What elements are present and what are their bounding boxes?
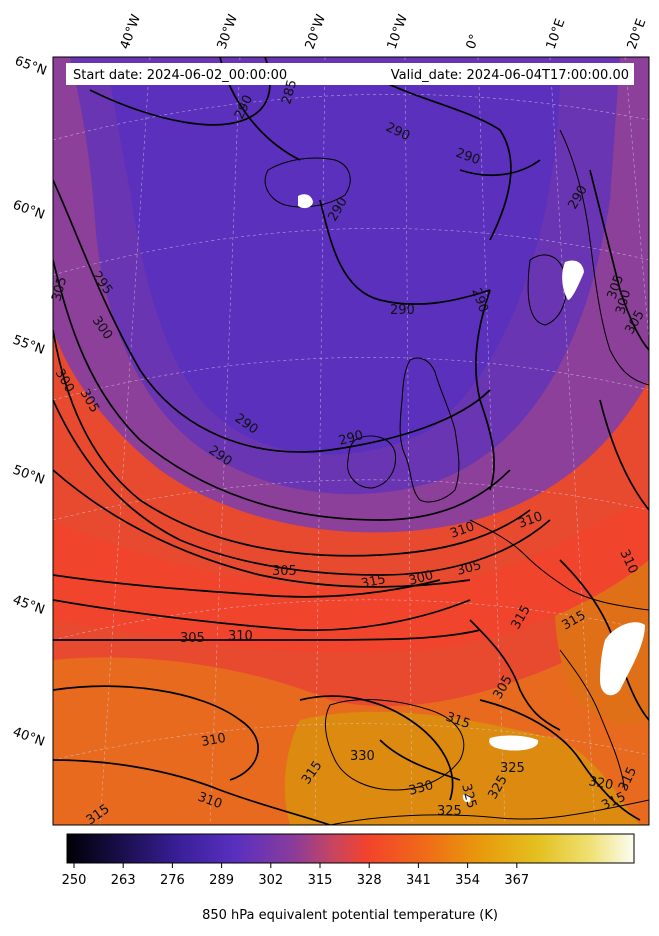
- contour-label: 300: [613, 288, 634, 316]
- contour-label: 310: [200, 731, 227, 750]
- contour-label: 325: [437, 804, 462, 819]
- contour-label: 290: [337, 428, 365, 449]
- colorbar-tick-label: 341: [406, 873, 431, 888]
- colorbar-tick-label: 263: [111, 873, 136, 888]
- map-frame: [52, 56, 650, 826]
- contour-label: 305: [180, 631, 205, 646]
- longitude-labels: 40°W 30°W 20°W 10°W 0° 10°E 20°E: [118, 12, 650, 51]
- theta-region-gold: [284, 711, 640, 825]
- lat-label: 45°N: [11, 593, 47, 618]
- contour-label: 305: [272, 564, 297, 579]
- lon-label: 30°W: [215, 12, 241, 51]
- colorbar-label: 850 hPa equivalent potential temperature…: [202, 908, 498, 923]
- colorbar-tick-label: 367: [504, 873, 529, 888]
- contour-label: 310: [228, 629, 253, 644]
- colorbar-tick-label: 354: [455, 873, 480, 888]
- lon-label: 20°W: [303, 12, 329, 51]
- lat-label: 55°N: [11, 333, 47, 358]
- colorbar-tick-label: 302: [258, 873, 283, 888]
- lat-label: 40°N: [11, 725, 47, 750]
- colorbar-tick-label: 289: [209, 873, 234, 888]
- valid-date-label: Valid_date: 2024-06-04T17:00:00.00: [391, 68, 629, 83]
- colorbar-gradient: [66, 833, 635, 864]
- masked-terrain-patches: [298, 194, 645, 803]
- contour-label: 325: [458, 782, 479, 810]
- header-strip: [66, 63, 634, 85]
- lat-label: 50°N: [11, 463, 47, 488]
- contour-label: 330: [407, 778, 435, 799]
- contour-label: 315: [360, 572, 387, 592]
- lon-label: 0°: [464, 32, 483, 51]
- contour-label: 320: [587, 774, 614, 793]
- colorbar-ticks: 250 263 276 289 302 315 328 341 354 367: [62, 863, 529, 888]
- graticule: [53, 57, 649, 825]
- contour-label: 305: [455, 558, 483, 579]
- colorbar-tick-label: 250: [62, 873, 87, 888]
- lon-label: 40°W: [118, 12, 144, 51]
- lon-label: 10°W: [385, 12, 411, 51]
- theta-region-cold-core: [110, 70, 560, 455]
- contour-label: 290: [390, 303, 415, 318]
- contour-label: 325: [500, 761, 525, 776]
- lon-label: 10°E: [544, 17, 569, 52]
- coastlines: [264, 129, 649, 825]
- map-area: [53, 57, 649, 825]
- contour-label: 300: [407, 568, 435, 589]
- theta-region-red-band: [53, 500, 649, 653]
- contour-label: 330: [350, 749, 375, 764]
- latitude-labels: 65°N 60°N 55°N 50°N 45°N 40°N: [11, 54, 49, 750]
- colorbar-tick-label: 328: [357, 873, 382, 888]
- start-date-label: Start date: 2024-06-02_00:00:00: [73, 68, 287, 83]
- colorbar-tick-label: 276: [160, 873, 185, 888]
- colorbar: 250 263 276 289 302 315 328 341 354 367 850 hPa e…: [62, 833, 635, 923]
- colorbar-tick-label: 315: [308, 873, 333, 888]
- lat-label: 60°N: [11, 198, 47, 223]
- lon-label: 20°E: [625, 17, 650, 52]
- contour-label: 305: [49, 275, 70, 303]
- contour-lines: [53, 57, 649, 825]
- contour-label: 285: [279, 78, 300, 106]
- lat-label: 65°N: [13, 54, 49, 79]
